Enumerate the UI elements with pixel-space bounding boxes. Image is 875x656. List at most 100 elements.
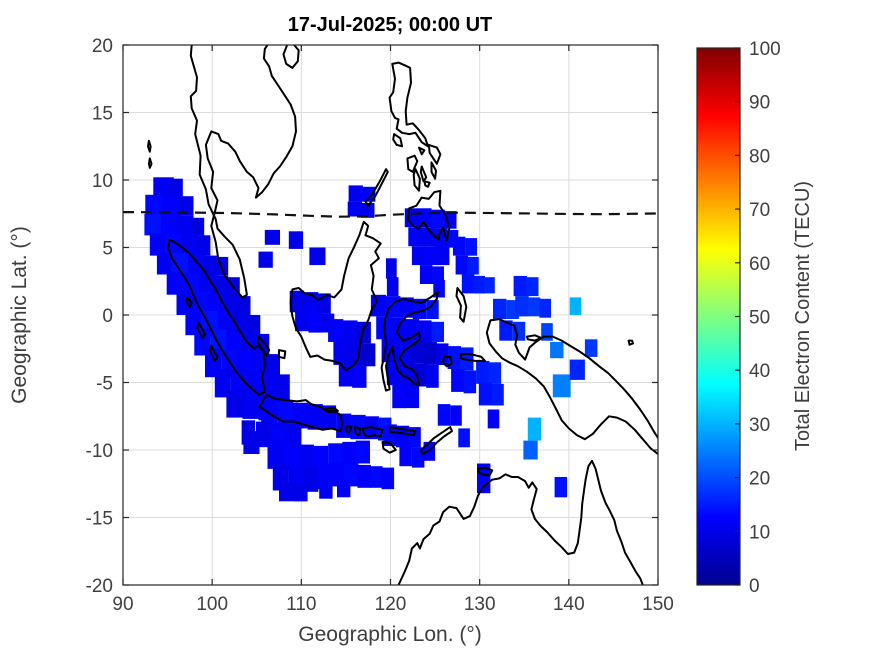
colorbar-tick-labels: 0 10 20 30 40 50 60 70 80 90 100 bbox=[749, 39, 781, 597]
x-tick-label: 120 bbox=[375, 594, 407, 615]
tec-cell bbox=[419, 265, 433, 284]
tec-cell bbox=[554, 477, 568, 498]
tec-cell bbox=[156, 252, 173, 275]
tec-cell bbox=[426, 300, 439, 319]
tec-cell bbox=[338, 363, 354, 387]
coastline-manus bbox=[627, 339, 634, 346]
tec-cell bbox=[196, 235, 211, 256]
coastline-australia bbox=[397, 459, 644, 585]
x-tick-label: 140 bbox=[553, 594, 585, 615]
tec-cell bbox=[386, 258, 397, 279]
tec-cell bbox=[177, 215, 194, 236]
tec-cell bbox=[405, 385, 420, 409]
y-axis-tick-labels: -20 -15 -10 -5 0 5 10 15 20 bbox=[86, 36, 113, 597]
tec-cell bbox=[430, 209, 445, 229]
tec-cell bbox=[298, 444, 314, 471]
plot-area bbox=[122, 44, 659, 586]
tec-cell bbox=[226, 390, 243, 418]
x-tick-label: 100 bbox=[196, 594, 228, 615]
tec-cell bbox=[418, 320, 432, 342]
coastline-samar bbox=[427, 143, 442, 165]
coastline-lombok bbox=[353, 426, 362, 437]
tec-cell bbox=[465, 238, 477, 256]
coastline-halmahera bbox=[455, 287, 468, 323]
tec-cell bbox=[527, 417, 542, 441]
tec-cell bbox=[461, 274, 475, 294]
y-tick-label: -10 bbox=[86, 441, 113, 462]
plot-title: 17-Jul-2025; 00:00 UT bbox=[288, 14, 493, 36]
coastline-tiwi-islands bbox=[476, 466, 494, 477]
coastline-andaman-south bbox=[147, 157, 153, 169]
tec-cell bbox=[523, 440, 538, 460]
tec-cell bbox=[194, 328, 211, 356]
tec-cell bbox=[452, 236, 466, 256]
tec-cell bbox=[232, 313, 248, 337]
tec-cell bbox=[276, 374, 290, 400]
coastline-andaman-north bbox=[147, 139, 152, 153]
tec-cell bbox=[431, 321, 444, 343]
tec-cell bbox=[413, 363, 428, 387]
x-tick-label: 130 bbox=[464, 594, 496, 615]
tec-cell bbox=[550, 342, 564, 359]
tec-cell bbox=[467, 256, 479, 275]
tec-cell bbox=[539, 298, 551, 318]
tec-cell bbox=[552, 374, 571, 398]
tec-cell bbox=[381, 467, 395, 490]
tec-cell bbox=[450, 405, 462, 426]
magnetic-equator-dashed-line bbox=[123, 211, 658, 218]
tec-cell bbox=[488, 362, 502, 384]
tec-cell bbox=[437, 404, 451, 426]
tec-cell bbox=[431, 266, 444, 284]
tec-cell bbox=[477, 463, 491, 494]
coastline-madura bbox=[324, 407, 339, 414]
tec-cell bbox=[493, 298, 507, 320]
coastline-borneo bbox=[289, 220, 382, 372]
tec-cell bbox=[423, 342, 437, 365]
coastline-buru bbox=[442, 355, 453, 368]
tec-cell bbox=[347, 201, 362, 217]
tec-cell bbox=[286, 424, 302, 449]
y-tick-label: -15 bbox=[86, 509, 113, 530]
coastline-sumbawa bbox=[361, 426, 384, 438]
colorbar-tick-label: 100 bbox=[749, 39, 781, 60]
tec-cell bbox=[149, 232, 166, 256]
tec-cell bbox=[541, 323, 553, 341]
y-tick-label: 15 bbox=[92, 104, 113, 125]
coastline-sulawesi bbox=[380, 291, 439, 392]
tec-cell bbox=[333, 340, 349, 365]
tec-cell bbox=[243, 431, 260, 454]
tec-cell bbox=[515, 296, 529, 317]
tec-cell bbox=[279, 482, 295, 502]
tec-cell bbox=[307, 404, 323, 430]
colorbar-tick-label: 40 bbox=[749, 361, 770, 382]
tec-cell bbox=[512, 321, 526, 341]
y-tick-label: -20 bbox=[86, 576, 113, 597]
colorbar-tick-label: 70 bbox=[749, 200, 770, 221]
tec-cell bbox=[179, 196, 194, 216]
tec-patches bbox=[144, 177, 598, 502]
coastline-luzon bbox=[388, 61, 429, 148]
tec-cell bbox=[355, 440, 370, 464]
tec-cell bbox=[446, 229, 459, 248]
tec-cell bbox=[352, 364, 367, 388]
coastline-negros bbox=[412, 168, 421, 192]
tec-cell bbox=[458, 428, 470, 448]
tec-cell bbox=[584, 339, 598, 357]
coastline-timor bbox=[419, 426, 453, 456]
x-tick-label: 150 bbox=[642, 594, 674, 615]
coastline-bohol bbox=[423, 180, 431, 188]
tec-cell bbox=[204, 255, 219, 276]
coastline-sumba bbox=[381, 440, 397, 454]
tec-cell bbox=[342, 320, 358, 344]
tec-cell bbox=[411, 447, 425, 468]
coastline-sumatra bbox=[167, 238, 266, 396]
tec-cell bbox=[267, 441, 284, 469]
x-axis-tick-labels: 90 100 110 120 130 140 150 bbox=[112, 594, 673, 615]
tec-cell bbox=[188, 254, 205, 276]
x-tick-label: 90 bbox=[112, 594, 133, 615]
coastline-java bbox=[258, 393, 344, 433]
tec-cell bbox=[238, 296, 251, 317]
tec-cell bbox=[424, 246, 438, 266]
